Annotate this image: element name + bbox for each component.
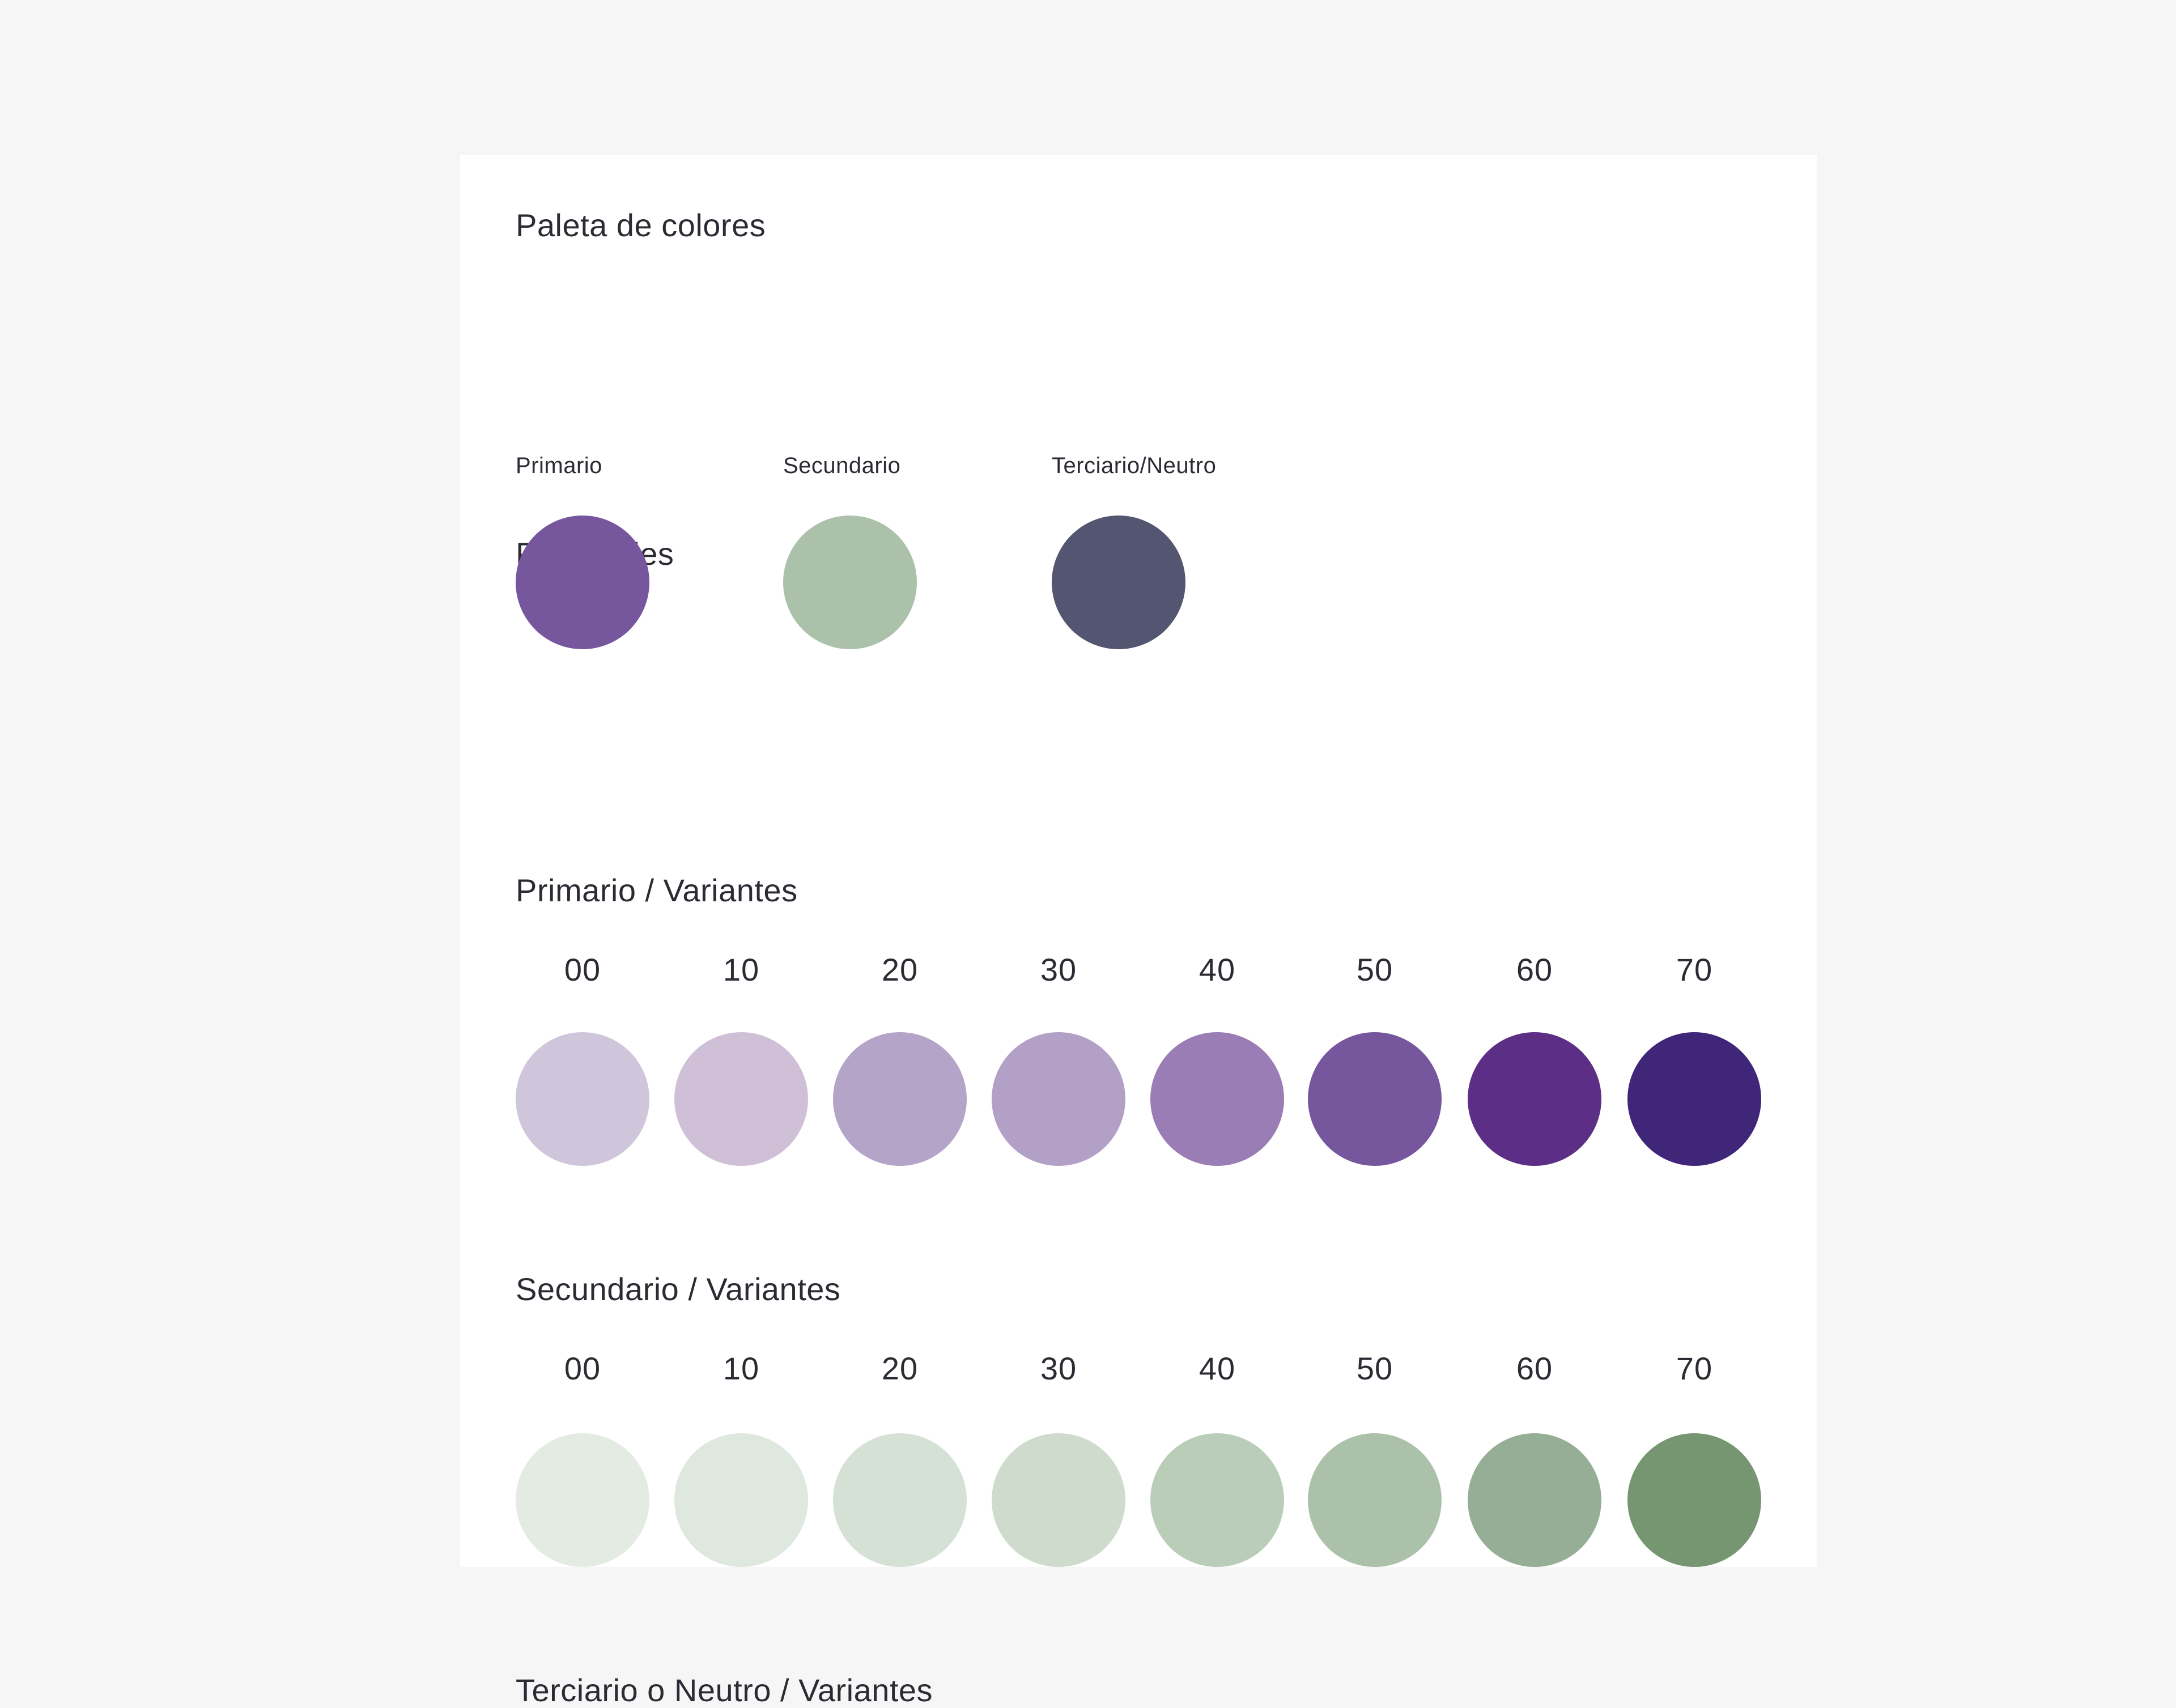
primario-swatch-20	[833, 1032, 967, 1166]
secundario-swatch	[783, 516, 917, 649]
secundario-step-50-label: 50	[1356, 1351, 1393, 1386]
primario-step-60-label: 60	[1516, 952, 1553, 987]
primario-swatch-10	[674, 1032, 808, 1166]
secundario-swatch-10	[674, 1433, 808, 1567]
secundario-swatch-40	[1150, 1433, 1284, 1567]
terciario-label: Terciario/Neutro	[1052, 453, 1217, 478]
secundario-variantes-heading: Secundario / Variantes	[516, 1271, 841, 1307]
secundario-swatch-70	[1627, 1433, 1761, 1567]
primario-step-30-label: 30	[1040, 952, 1077, 987]
primario-label: Primario	[516, 453, 602, 478]
secundario-step-10-label: 10	[722, 1351, 760, 1386]
primario-step-20-label: 20	[881, 952, 919, 987]
secundario-step-60-label: 60	[1516, 1351, 1553, 1386]
palette-card: Paleta de colores Principales Primario S…	[460, 155, 1817, 1706]
primario-swatch-50	[1308, 1032, 1442, 1166]
primario-step-00-label: 00	[564, 952, 601, 987]
primario-swatch-70	[1627, 1032, 1761, 1166]
secundario-swatch-20	[833, 1433, 967, 1567]
primario-step-40-label: 40	[1198, 952, 1236, 987]
secundario-swatch-30	[992, 1433, 1125, 1567]
secundario-step-00-label: 00	[564, 1351, 601, 1386]
secundario-swatch-00	[516, 1433, 649, 1567]
secundario-step-70-label: 70	[1676, 1351, 1713, 1386]
terciario-variantes-heading: Terciario o Neutro / Variantes	[516, 1672, 933, 1708]
secundario-step-40-label: 40	[1198, 1351, 1236, 1386]
primario-variantes-heading: Primario / Variantes	[516, 872, 798, 908]
primario-swatch-60	[1468, 1032, 1601, 1166]
primario-step-50-label: 50	[1356, 952, 1393, 987]
secundario-label: Secundario	[783, 453, 901, 478]
secundario-step-30-label: 30	[1040, 1351, 1077, 1386]
secundario-swatch-50	[1308, 1433, 1442, 1567]
secundario-swatch-60	[1468, 1433, 1601, 1567]
primario-swatch-30	[992, 1032, 1125, 1166]
terciario-swatch	[1052, 516, 1185, 649]
primario-swatch-40	[1150, 1032, 1284, 1166]
primario-swatch-00	[516, 1032, 649, 1166]
primario-step-10-label: 10	[722, 952, 760, 987]
primario-swatch	[516, 516, 649, 649]
secundario-step-20-label: 20	[881, 1351, 919, 1386]
primario-step-70-label: 70	[1676, 952, 1713, 987]
page-title: Paleta de colores	[516, 207, 766, 243]
